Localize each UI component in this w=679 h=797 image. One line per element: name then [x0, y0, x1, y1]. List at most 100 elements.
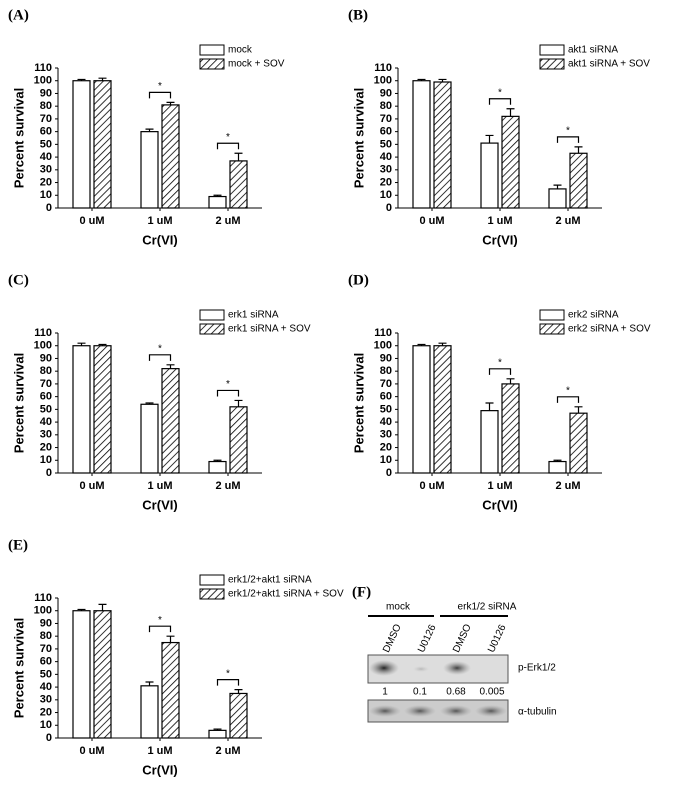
band — [475, 705, 507, 717]
error-bar — [438, 78, 447, 82]
y-tick-label: 110 — [374, 327, 392, 339]
error-bar — [553, 184, 562, 189]
error-bar — [574, 146, 583, 154]
x-tick-label: 2 uM — [555, 480, 580, 492]
legend-swatch — [199, 574, 225, 586]
bar — [161, 368, 180, 474]
y-tick-label: 30 — [40, 694, 52, 706]
blot-panel: (F) mock erk1/2 siRNA DMSO U0126 DMSO U0… — [352, 584, 557, 723]
y-tick-label: 90 — [40, 352, 52, 364]
bar — [501, 383, 520, 474]
bar — [208, 460, 227, 474]
y-tick-label: 100 — [34, 605, 52, 617]
quant: 1 — [382, 687, 388, 698]
y-tick-label: 30 — [40, 164, 52, 176]
x-tick-label: 2 uM — [215, 215, 240, 227]
y-tick-label: 30 — [40, 429, 52, 441]
y-tick-label: 50 — [380, 403, 392, 415]
legend-label: erk1 siRNA — [228, 310, 279, 321]
y-tick-label: 10 — [380, 454, 392, 466]
y-tick-label: 40 — [40, 681, 52, 693]
bracket — [216, 679, 240, 686]
bar — [229, 160, 248, 209]
y-tick-label: 30 — [380, 164, 392, 176]
y-tick-label: 110 — [34, 62, 52, 74]
annotation: * — [566, 385, 570, 396]
x-tick-label: 0 uM — [79, 215, 104, 227]
annotation: * — [226, 668, 230, 679]
panel-label: (B) — [348, 7, 368, 23]
error-bar — [166, 364, 175, 369]
y-tick-label: 70 — [380, 378, 392, 390]
y-tick-label: 10 — [40, 189, 52, 201]
y-tick-label: 10 — [40, 719, 52, 731]
y-tick-label: 80 — [380, 100, 392, 112]
y-tick-label: 60 — [380, 391, 392, 403]
bracket — [148, 625, 172, 633]
x-axis-label: Cr(VI) — [142, 232, 177, 247]
bar — [548, 188, 567, 209]
y-tick-label: 100 — [34, 340, 52, 352]
y-tick-label: 80 — [40, 100, 52, 112]
legend-label: akt1 siRNA + SOV — [568, 59, 650, 70]
bar — [412, 80, 431, 209]
band — [443, 661, 471, 675]
bar — [229, 406, 248, 474]
y-tick-label: 50 — [40, 668, 52, 680]
bar — [208, 729, 227, 739]
error-bar — [553, 459, 562, 462]
y-tick-label: 80 — [380, 365, 392, 377]
error-bar — [506, 108, 515, 117]
bar — [480, 142, 499, 209]
y-tick-label: 10 — [380, 189, 392, 201]
error-bar — [438, 342, 447, 346]
lane-label: U0126 — [416, 623, 439, 655]
bar — [412, 345, 431, 474]
bar — [569, 412, 588, 474]
y-axis-label: Percent survival — [351, 88, 366, 188]
y-tick-label: 50 — [40, 138, 52, 150]
y-tick-label: 20 — [380, 176, 392, 188]
y-tick-label: 10 — [40, 454, 52, 466]
y-tick-label: 20 — [40, 176, 52, 188]
y-tick-label: 70 — [40, 643, 52, 655]
x-tick-label: 2 uM — [215, 480, 240, 492]
bracket — [216, 142, 240, 150]
bracket — [148, 91, 172, 99]
bracket — [216, 389, 240, 397]
bar — [140, 131, 159, 209]
bracket — [488, 98, 512, 105]
error-bar — [506, 378, 515, 384]
bar — [229, 692, 248, 739]
annotation: * — [566, 126, 570, 137]
legend-label: erk1 siRNA + SOV — [228, 324, 311, 335]
bar — [161, 641, 180, 739]
bar — [501, 115, 520, 209]
legend-label: mock + SOV — [228, 59, 285, 70]
y-tick-label: 110 — [34, 592, 52, 604]
x-tick-label: 0 uM — [79, 745, 104, 757]
y-tick-label: 50 — [380, 138, 392, 150]
error-bar — [213, 728, 222, 731]
x-tick-label: 0 uM — [419, 215, 444, 227]
y-tick-label: 60 — [40, 391, 52, 403]
x-axis-label: Cr(VI) — [142, 762, 177, 777]
annotation: * — [158, 81, 162, 92]
bracket — [556, 396, 580, 403]
y-tick-label: 20 — [40, 441, 52, 453]
band — [413, 666, 429, 672]
x-axis-label: Cr(VI) — [482, 497, 517, 512]
error-bar — [485, 134, 494, 144]
y-tick-label: 60 — [40, 126, 52, 138]
legend-swatch — [539, 323, 565, 335]
band — [369, 660, 399, 676]
y-tick-label: 70 — [40, 378, 52, 390]
bracket — [556, 136, 580, 143]
legend-label: akt1 siRNA — [568, 45, 618, 56]
y-tick-label: 80 — [40, 365, 52, 377]
y-tick-label: 40 — [380, 151, 392, 163]
bracket — [488, 368, 512, 375]
y-tick-label: 100 — [374, 340, 392, 352]
band-label: p-Erk1/2 — [518, 663, 556, 674]
y-axis-label: Percent survival — [351, 353, 366, 453]
